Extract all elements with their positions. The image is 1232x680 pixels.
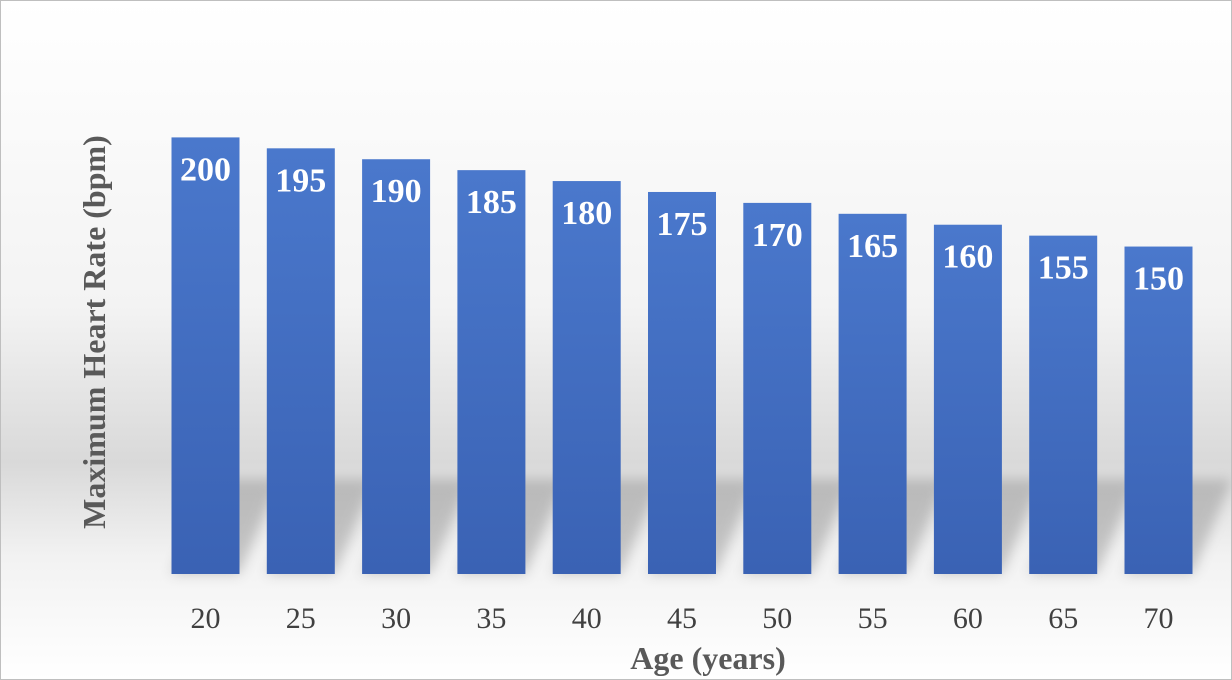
x-tick-60: 60 [953,602,983,635]
data-label-50: 170 [752,217,803,254]
x-tick-65: 65 [1048,602,1078,635]
bars-group [171,137,1193,575]
bar-40 [552,181,621,574]
data-label-40: 180 [561,195,612,232]
bar-65 [1029,235,1098,574]
x-tick-25: 25 [286,602,316,635]
bar-20 [171,137,240,574]
bar-60 [933,224,1002,574]
x-tick-50: 50 [762,602,792,635]
bar-70 [1124,246,1193,575]
bar-35 [457,170,526,574]
data-label-25: 195 [275,162,326,199]
data-label-30: 190 [371,173,422,210]
x-axis-title: Age (years) [630,640,785,676]
data-labels-group: 200 195 190 185 180 175 170 165 160 155 150 [180,151,1184,297]
bar-50 [743,202,812,574]
x-tick-55: 55 [858,602,888,635]
x-tick-30: 30 [381,602,411,635]
data-label-70: 150 [1133,261,1184,298]
data-label-35: 185 [466,184,517,221]
y-axis-title: Maximum Heart Rate (bpm) [76,135,112,529]
bar-30 [362,159,431,575]
data-label-55: 165 [847,228,898,265]
x-tick-40: 40 [572,602,602,635]
data-label-45: 175 [657,206,708,243]
bar-25 [266,148,335,574]
x-tick-35: 35 [476,602,506,635]
data-label-60: 160 [942,239,993,276]
x-tick-45: 45 [667,602,697,635]
x-axis-ticks: 20 25 30 35 40 45 50 55 60 65 70 [191,602,1174,635]
x-tick-20: 20 [191,602,221,635]
data-label-20: 200 [180,151,231,188]
bar-45 [648,191,716,574]
data-label-65: 155 [1038,250,1089,287]
bar-55 [838,213,907,574]
x-tick-70: 70 [1144,602,1174,635]
